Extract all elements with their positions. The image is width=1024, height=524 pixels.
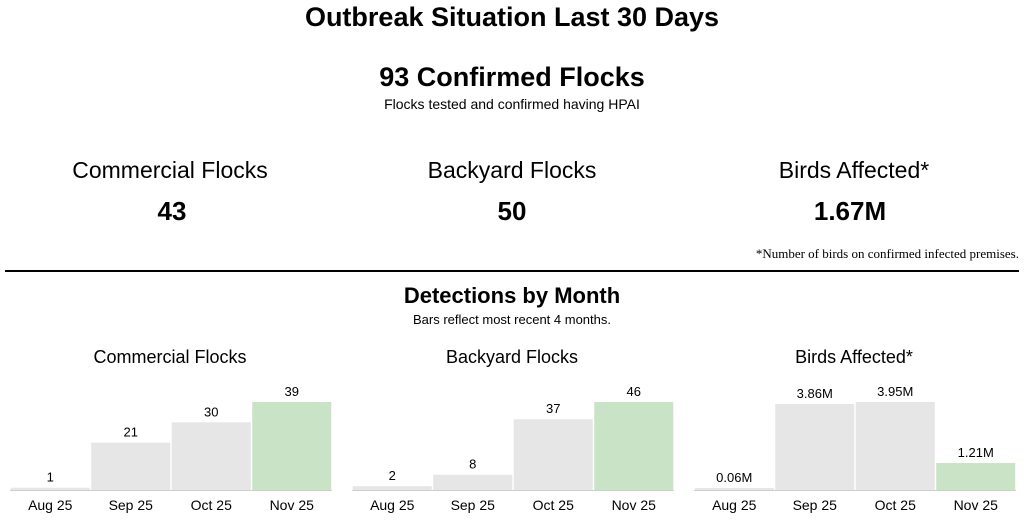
section-divider xyxy=(5,270,1019,272)
commercial-flocks-chart: 1 Aug 25 21 Sep 25 30 Oct 25 39 Nov 25 xyxy=(10,384,332,513)
x-tick-label: Sep 25 xyxy=(793,497,838,513)
x-tick-label: Sep 25 xyxy=(109,497,154,513)
confirmed-flocks-subtitle: Flocks tested and confirmed having HPAI xyxy=(384,96,640,112)
bar-value-label: 3.95M xyxy=(877,384,913,399)
confirmed-flocks-title: 93 Confirmed Flocks xyxy=(379,62,645,92)
bar-sep-25 xyxy=(91,442,171,490)
x-tick-label: Oct 25 xyxy=(191,497,232,513)
bar-sep-25 xyxy=(433,474,513,490)
footnote: *Number of birds on confirmed infected p… xyxy=(755,246,1019,261)
detections-title: Detections by Month xyxy=(403,283,621,308)
bar-aug-25 xyxy=(10,487,90,490)
page-title: Outbreak Situation Last 30 Days xyxy=(304,2,720,32)
x-tick-label: Oct 25 xyxy=(533,497,574,513)
bar-value-label: 2 xyxy=(389,468,396,483)
backyard-flocks-chart: 2 Aug 25 8 Sep 25 37 Oct 25 46 Nov 25 xyxy=(352,384,674,513)
stat-value-birds: 1.67M xyxy=(813,196,887,226)
bar-value-label: 1.21M xyxy=(958,445,994,460)
stat-label-backyard: Backyard Flocks xyxy=(427,157,597,183)
bar-aug-25 xyxy=(352,486,432,490)
bar-value-label: 37 xyxy=(546,401,560,416)
x-tick-label: Sep 25 xyxy=(451,497,496,513)
x-tick-label: Nov 25 xyxy=(954,497,999,513)
x-tick-label: Aug 25 xyxy=(28,497,73,513)
chart-title-birds: Birds Affected* xyxy=(795,347,913,367)
detections-subtitle: Bars reflect most recent 4 months. xyxy=(413,312,611,327)
stat-value-commercial: 43 xyxy=(157,196,187,226)
bar-value-label: 21 xyxy=(124,425,138,440)
bar-value-label: 46 xyxy=(627,384,641,399)
bar-oct-25 xyxy=(513,419,593,490)
bar-value-label: 3.86M xyxy=(797,386,833,401)
bar-value-label: 8 xyxy=(469,457,476,472)
x-tick-label: Nov 25 xyxy=(612,497,657,513)
x-tick-label: Aug 25 xyxy=(712,497,757,513)
x-tick-label: Aug 25 xyxy=(370,497,415,513)
bar-value-label: 30 xyxy=(204,404,218,419)
birds-affected-chart: 0.06M Aug 25 3.86M Sep 25 3.95M Oct 25 1.21M No… xyxy=(694,384,1016,513)
bar-nov-25 xyxy=(252,402,332,490)
x-tick-label: Oct 25 xyxy=(875,497,916,513)
bar-aug-25 xyxy=(694,488,774,490)
bar-oct-25 xyxy=(855,402,935,490)
chart-title-commercial: Commercial Flocks xyxy=(93,347,247,367)
bar-value-label: 39 xyxy=(285,384,299,399)
stat-value-backyard: 50 xyxy=(497,196,527,226)
bar-sep-25 xyxy=(775,404,855,490)
bar-value-label: 1 xyxy=(47,470,54,485)
stat-label-birds: Birds Affected* xyxy=(778,157,930,183)
stat-label-commercial: Commercial Flocks xyxy=(72,157,268,183)
x-tick-label: Nov 25 xyxy=(270,497,315,513)
bar-nov-25 xyxy=(936,463,1016,490)
bar-nov-25 xyxy=(594,402,674,490)
bar-value-label: 0.06M xyxy=(716,470,752,485)
bar-oct-25 xyxy=(171,422,251,490)
chart-title-backyard: Backyard Flocks xyxy=(445,347,579,367)
